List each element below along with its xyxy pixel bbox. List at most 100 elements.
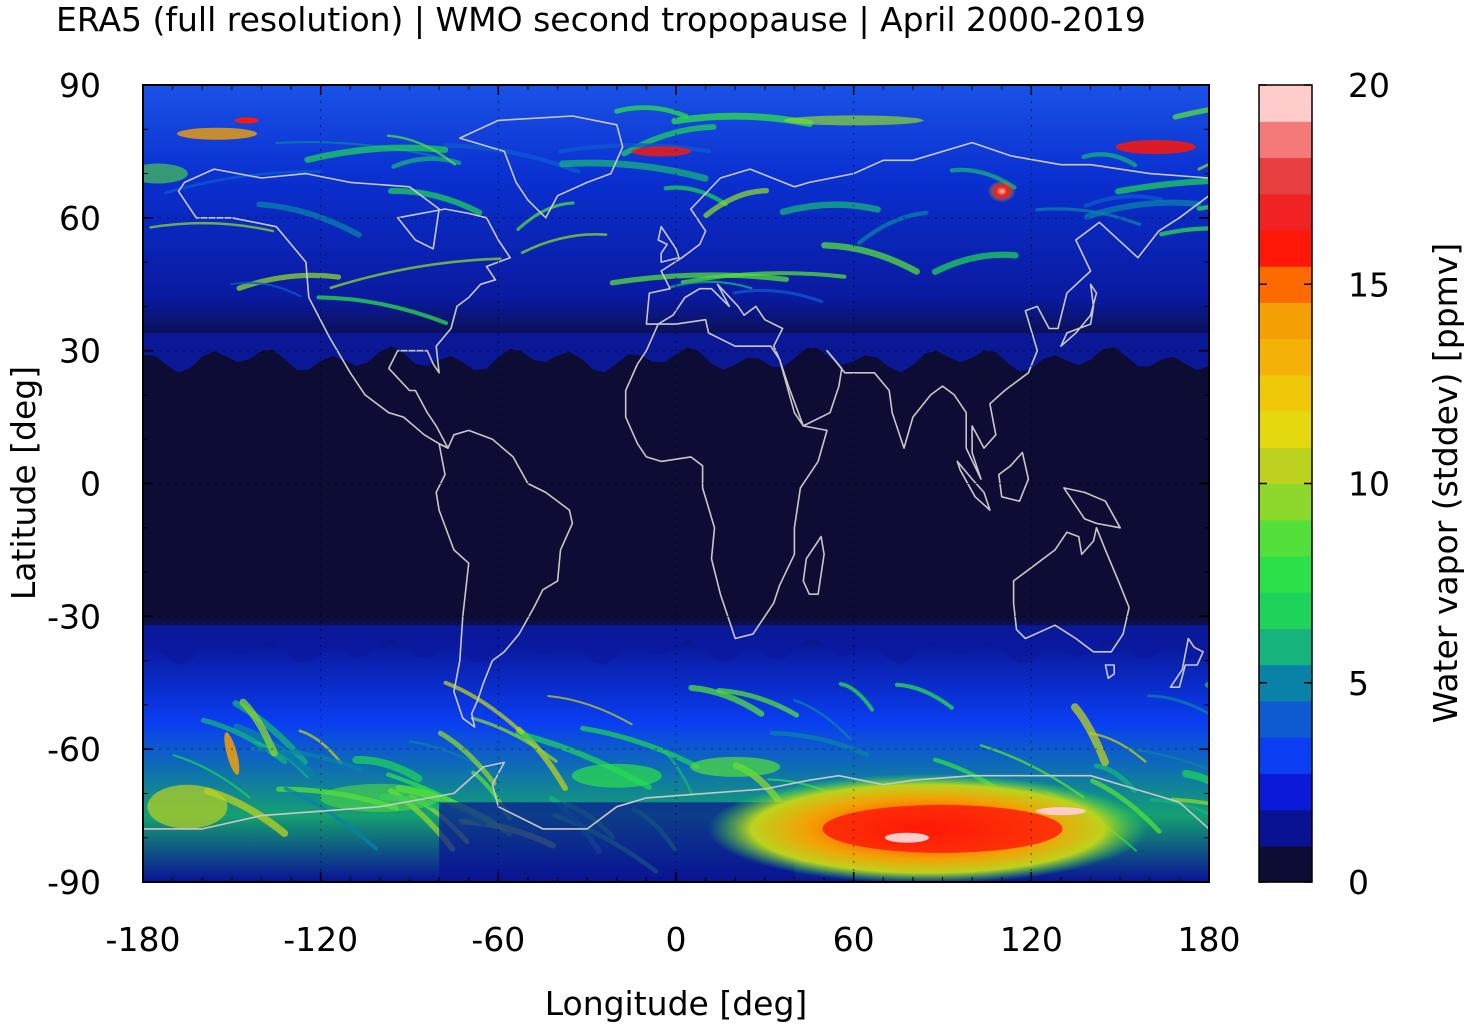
coastline-africa: [624, 318, 828, 640]
y-tick-label: 0: [80, 465, 101, 504]
colorbar-swatch: [1259, 193, 1312, 231]
sh-streak: [1090, 778, 1162, 834]
nh-streak: [275, 141, 442, 159]
sh-streak: [838, 681, 874, 712]
y-tick-label: 30: [59, 332, 101, 371]
sh-streak: [1071, 703, 1109, 767]
colorbar-swatch: [1259, 555, 1312, 593]
y-tick-label: 90: [59, 66, 101, 105]
colorbar-swatch: [1259, 374, 1312, 412]
nh-streak: [164, 170, 322, 195]
coastline-japan: [1060, 283, 1098, 347]
colorbar-tick-label: 5: [1348, 664, 1369, 703]
colorbar-swatch: [1259, 628, 1312, 666]
nh-streak: [1035, 207, 1142, 226]
nh-green-streak: [783, 115, 924, 126]
coastline-antarctica-coast: [143, 761, 1209, 830]
sh-orange-streak: [224, 732, 240, 775]
nh-streak: [821, 242, 920, 275]
colorbar-swatch: [1259, 302, 1312, 340]
nh-streak: [230, 281, 302, 298]
colorbar-tick-label: 0: [1348, 863, 1369, 902]
nh-red-streak: [1115, 139, 1196, 154]
nh-streak: [931, 251, 1019, 275]
nh-streak: [663, 185, 728, 207]
x-tick-label: -60: [471, 920, 525, 959]
nh-orange-streak: [177, 127, 258, 140]
nh-streak: [668, 280, 753, 290]
nh-streak: [1172, 107, 1209, 120]
colorbar-swatch: [1259, 737, 1312, 774]
nh-streak: [1081, 152, 1138, 168]
x-axis-label: Longitude [deg]: [545, 984, 808, 1023]
colorbar-swatch: [1259, 85, 1312, 122]
sh-streak: [352, 755, 423, 783]
nh-streak: [520, 232, 608, 255]
nh-green-patch: [143, 163, 188, 184]
colorbar-swatch: [1259, 157, 1312, 195]
colorbar: 0 5 10 15 20: [1258, 66, 1390, 902]
nh-streak: [391, 156, 462, 169]
nh-streak: [388, 188, 483, 216]
x-tick-label: -180: [106, 920, 181, 959]
coastline-borneo: [998, 451, 1030, 502]
colorbar-tick-label: 20: [1348, 66, 1390, 105]
nh-streak: [559, 159, 709, 182]
coastline-new-guinea: [1063, 487, 1121, 529]
colorbar-swatch: [1259, 121, 1312, 159]
sh-streak: [443, 680, 524, 735]
colorbar-swatch: [1259, 411, 1312, 448]
southern-band-edge: [143, 625, 1209, 665]
x-tick-label: 60: [833, 920, 875, 959]
nh-streak: [614, 105, 689, 119]
chart-title: ERA5 (full resolution) | WMO second trop…: [56, 0, 1146, 39]
coastline-new-zealand: [1169, 637, 1204, 688]
coastline-greenland: [459, 115, 624, 219]
y-tick-label: -30: [47, 597, 101, 636]
sh-streak: [1127, 747, 1209, 771]
grid-layer: [143, 85, 1209, 882]
sh-streak: [284, 786, 379, 851]
sh-streak: [716, 687, 800, 718]
sh-yellow-blob: [147, 784, 228, 829]
colorbar-tick-label: 15: [1348, 265, 1390, 304]
sh-streak: [547, 694, 633, 726]
coastline-sumatra: [956, 460, 991, 511]
coastline-tasmania: [1104, 664, 1115, 680]
colorbar-swatch: [1259, 266, 1312, 303]
sh-streak: [688, 684, 765, 717]
nh-streak: [558, 143, 712, 154]
sh-streak: [894, 682, 954, 710]
nh-streak: [1159, 226, 1209, 237]
siberia-hot-spot: [987, 180, 1016, 203]
colorbar-label: Water vapor (stddev) [ppmv]: [1426, 243, 1465, 723]
sh-streak: [239, 698, 278, 757]
sh-streak: [1182, 769, 1209, 785]
x-tick-label: 180: [1178, 920, 1241, 959]
sh-streak: [1170, 797, 1209, 806]
sh-streak: [793, 698, 852, 741]
colorbar-swatch: [1259, 664, 1312, 702]
tick-layer: -180 -120 -60 0 60 120 180 90 60 30 0 -30 -60 -90: [47, 66, 1240, 959]
nh-streak: [386, 134, 457, 166]
antarctic-red-core: [822, 804, 1063, 853]
nh-streak: [516, 201, 575, 231]
y-tick-label: -90: [47, 863, 101, 902]
sh-streak: [470, 716, 558, 763]
nh-streak: [857, 210, 929, 245]
colorbar-swatch: [1259, 229, 1312, 267]
nh-red-streak: [234, 117, 259, 124]
y-axis-label: Latitude [deg]: [4, 366, 43, 600]
x-tick-label: 120: [1000, 920, 1063, 959]
sh-streak: [580, 725, 700, 770]
coastline-layer: [143, 115, 1209, 830]
y-tick-label: -60: [47, 730, 101, 769]
coastline-north-america: [177, 168, 511, 449]
nh-streak: [1084, 199, 1202, 220]
x-tick-label: -120: [283, 920, 358, 959]
colorbar-swatch: [1259, 592, 1312, 630]
coastline-eurasia: [645, 141, 1209, 480]
nh-red-streak: [631, 146, 692, 157]
